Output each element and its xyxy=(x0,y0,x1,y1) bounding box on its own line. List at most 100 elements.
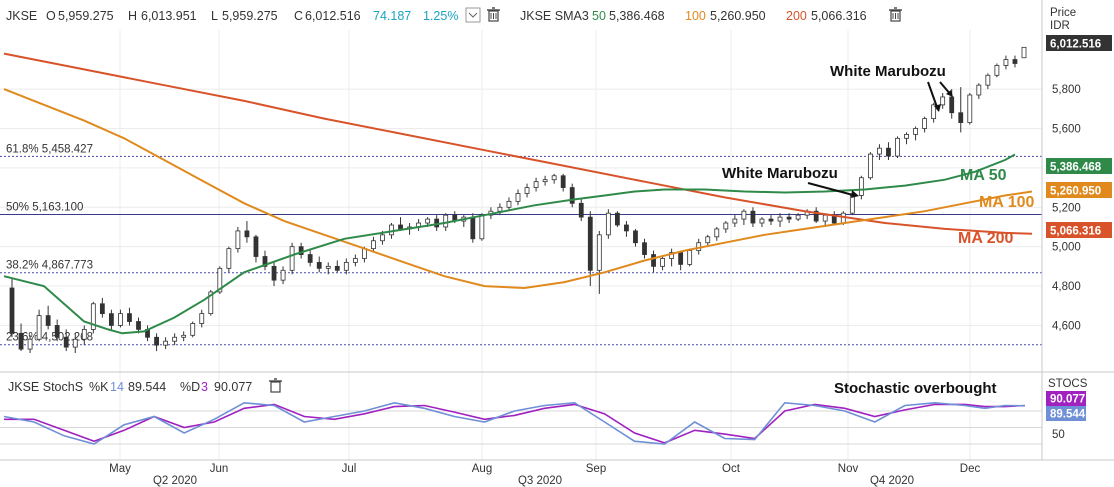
candle-body xyxy=(569,187,575,204)
candle-body xyxy=(190,323,196,336)
candle-body xyxy=(858,177,864,196)
sma50-value: 5,386.468 xyxy=(609,9,665,23)
candle-body xyxy=(298,246,304,255)
candle-body xyxy=(822,214,828,222)
price-axis-unit: IDR xyxy=(1050,20,1070,32)
candle-body xyxy=(813,210,819,222)
candle-body xyxy=(389,224,394,236)
price-tick-label: 5,600 xyxy=(1052,123,1081,135)
candle-body xyxy=(343,262,349,271)
trash-icon[interactable] xyxy=(487,7,500,22)
legend-change: 74.187 xyxy=(373,9,411,23)
stoch-axis-title: STOCS xyxy=(1048,378,1088,390)
candle-body xyxy=(560,175,566,188)
candle-body xyxy=(307,254,313,263)
legend-c-value: 6,012.516 xyxy=(305,9,361,23)
quarter-label: Q2 2020 xyxy=(153,475,197,487)
candle-body xyxy=(1012,59,1018,64)
candle-body xyxy=(72,338,78,348)
candle-body xyxy=(36,315,42,340)
sma-legend: JKSE SMA3 50 5,386.468 100 5,260.950 200… xyxy=(515,4,915,26)
stoch-d-value: 90.077 xyxy=(214,380,252,394)
line-stoch_d xyxy=(4,403,1026,444)
candle-body xyxy=(660,258,665,267)
candle-body xyxy=(497,206,503,212)
trash-icon[interactable] xyxy=(269,378,282,393)
candle-body xyxy=(904,133,909,139)
candle-body xyxy=(217,267,223,293)
annotation-marubozu-top: White Marubozu xyxy=(830,63,946,80)
candle-body xyxy=(1021,46,1027,59)
annotation-stoch-overbought: Stochastic overbought xyxy=(834,380,997,397)
fib-label: 61.8% 5,458.427 xyxy=(6,143,93,155)
candles xyxy=(9,46,1027,354)
annotation-marubozu-bottom: White Marubozu xyxy=(722,165,838,182)
stoch-tick-50: 50 xyxy=(1052,429,1065,441)
stoch-d-label: %D xyxy=(180,380,200,394)
legend-o-value: 5,959.275 xyxy=(58,9,114,23)
candle-body xyxy=(759,218,765,224)
sma100-period: 100 xyxy=(685,9,706,23)
sma50-tag: 5,386.468 xyxy=(1046,158,1112,174)
candle-body xyxy=(262,256,268,267)
candle-body xyxy=(624,224,629,232)
candle-body xyxy=(840,212,846,224)
candle-body xyxy=(479,214,485,240)
candle-body xyxy=(976,84,982,96)
candle-body xyxy=(705,236,711,244)
candle-body xyxy=(172,336,178,342)
candle-body xyxy=(867,153,873,179)
candle-body xyxy=(985,74,991,86)
trash-icon[interactable] xyxy=(889,7,902,22)
candle-body xyxy=(524,187,530,194)
month-label: Dec xyxy=(960,463,981,475)
stoch-k-label: %K xyxy=(89,380,109,394)
label-ma100: MA 100 xyxy=(979,194,1035,211)
candle-body xyxy=(9,287,15,334)
month-label: Jul xyxy=(342,463,357,475)
candle-body xyxy=(334,265,340,271)
chevron-down-icon xyxy=(468,12,478,18)
candle-body xyxy=(81,328,87,340)
candle-body xyxy=(614,212,620,226)
month-label: Aug xyxy=(472,463,492,475)
svg-text:89.544: 89.544 xyxy=(1050,409,1086,421)
candle-body xyxy=(136,321,141,330)
svg-text:5,260.950: 5,260.950 xyxy=(1050,186,1101,198)
legend-collapse-button[interactable] xyxy=(465,7,481,23)
candle-body xyxy=(931,104,937,120)
legend-l-label: L xyxy=(211,9,218,23)
candle-body xyxy=(199,313,205,324)
sma50-period: 50 xyxy=(592,9,606,23)
candle-body xyxy=(27,338,33,350)
legend-o-label: O xyxy=(46,9,56,23)
stoch-k-period: 14 xyxy=(110,380,124,394)
candle-body xyxy=(90,303,96,330)
candle-body xyxy=(352,258,358,263)
candle-body xyxy=(226,248,232,269)
candle-body xyxy=(425,218,431,224)
candle-body xyxy=(63,336,69,348)
candle-body xyxy=(280,269,286,281)
candle-body xyxy=(723,222,729,230)
candle-body xyxy=(253,236,259,257)
candle-body xyxy=(768,218,774,222)
sma200-period: 200 xyxy=(786,9,807,23)
svg-text:5,386.468: 5,386.468 xyxy=(1050,162,1102,174)
candle-body xyxy=(849,195,855,214)
candle-body xyxy=(777,216,783,222)
stoch-label: JKSE StochS xyxy=(8,380,83,394)
quarter-label: Q4 2020 xyxy=(870,475,914,487)
candle-body xyxy=(380,234,385,242)
candle-body xyxy=(18,332,24,350)
candle-body xyxy=(99,303,105,315)
legend-c-label: C xyxy=(294,9,303,23)
line-sma100 xyxy=(3,88,1033,290)
svg-text:6,012.516: 6,012.516 xyxy=(1050,39,1101,51)
candle-body xyxy=(913,128,918,135)
candle-body xyxy=(714,228,720,238)
stoch-k-tag: 89.544 xyxy=(1046,406,1086,421)
sma200-value: 5,066.316 xyxy=(811,9,867,23)
